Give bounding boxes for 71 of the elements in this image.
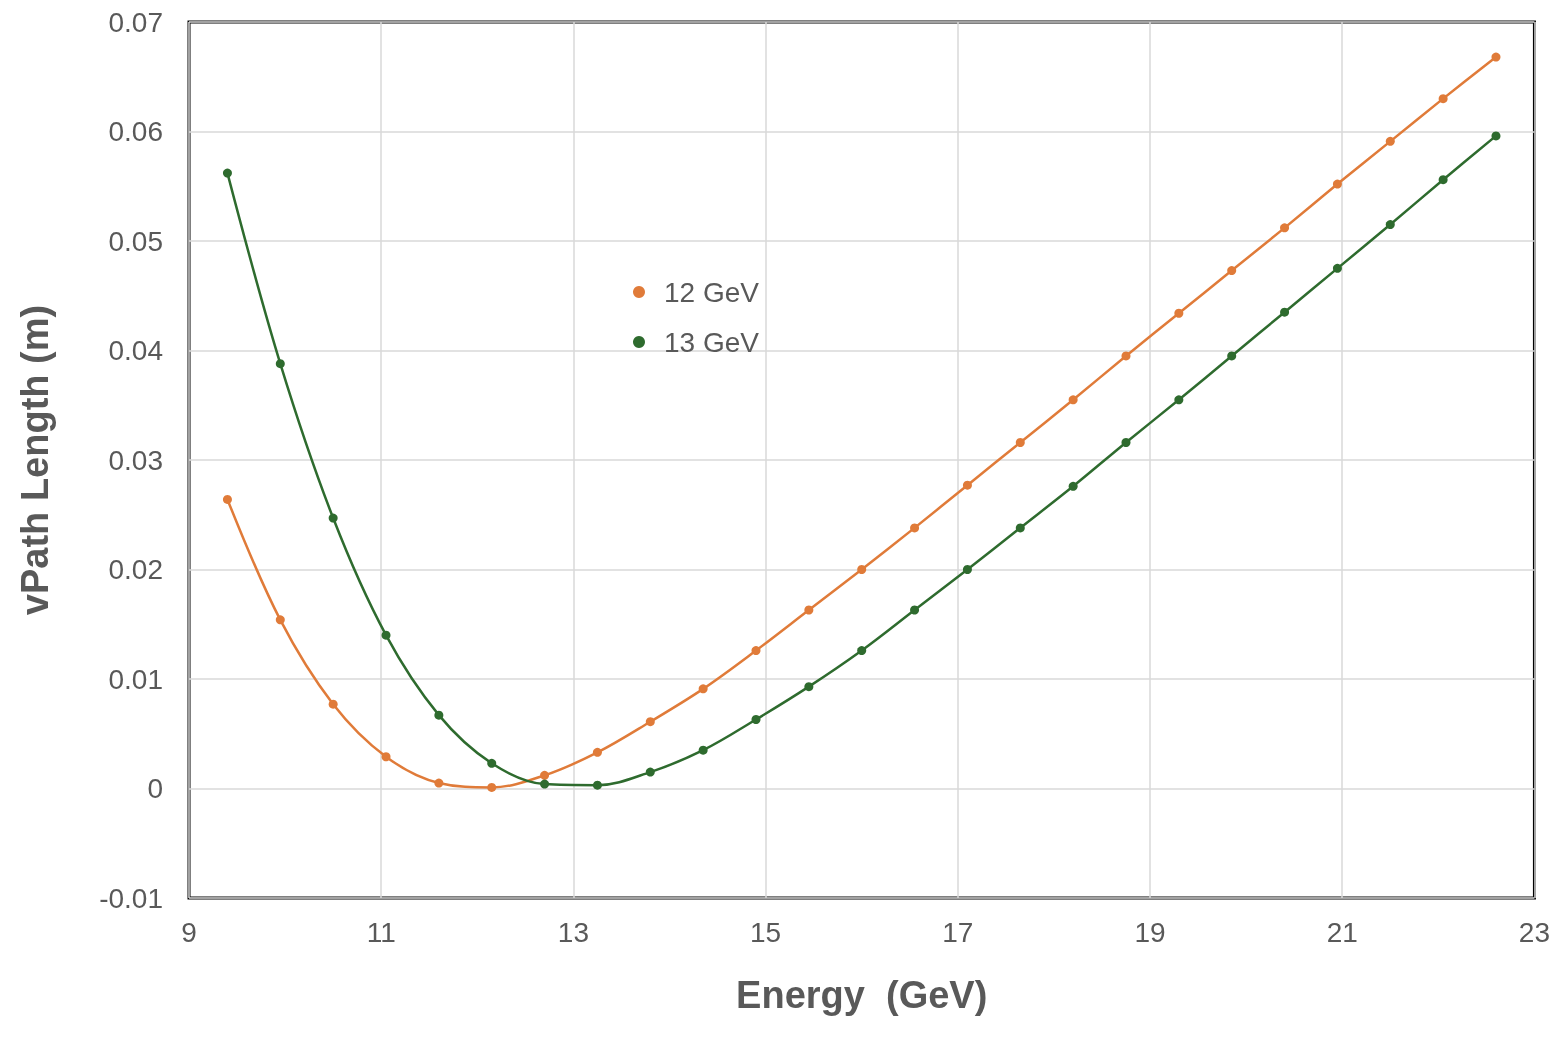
point	[1121, 351, 1131, 361]
point	[1385, 136, 1395, 146]
point	[328, 513, 338, 523]
y-tick-label: -0.01	[99, 882, 163, 914]
point	[540, 770, 550, 780]
point	[222, 168, 232, 178]
point	[540, 779, 550, 789]
point	[1438, 94, 1448, 104]
point	[434, 778, 444, 788]
point	[1491, 52, 1501, 62]
point	[962, 565, 972, 574]
point	[857, 565, 867, 574]
point	[804, 682, 814, 692]
point	[1174, 395, 1184, 405]
x-tick-label: 11	[366, 916, 396, 948]
point	[1280, 223, 1290, 233]
point	[1385, 220, 1395, 230]
legend-label: 13 GeV	[664, 326, 760, 358]
point	[751, 715, 761, 725]
point	[275, 359, 285, 369]
x-tick-label: 17	[942, 916, 974, 948]
point	[698, 745, 708, 755]
x-tick-label: 9	[181, 916, 197, 948]
point	[645, 767, 655, 777]
x-tick-label: 13	[557, 916, 589, 948]
x-tick-label: 19	[1134, 916, 1166, 948]
point	[592, 780, 602, 790]
point	[698, 684, 708, 694]
point	[592, 747, 602, 757]
point	[1068, 395, 1078, 405]
y-tick-label: 0.05	[108, 225, 163, 257]
point	[1227, 351, 1237, 361]
point	[381, 752, 391, 762]
point	[1332, 179, 1342, 189]
x-axis-title: Energy (GeV)	[736, 974, 988, 1016]
point	[962, 480, 972, 490]
point	[1491, 131, 1501, 141]
x-tick-label: 15	[750, 916, 782, 948]
x-tick-label: 23	[1518, 916, 1551, 948]
point	[1121, 437, 1131, 447]
point	[275, 615, 285, 625]
y-tick-label: 0.01	[108, 663, 163, 695]
point	[910, 523, 920, 533]
point	[1174, 308, 1184, 318]
legend-label: 12 GeV	[664, 276, 760, 308]
point	[910, 605, 920, 615]
point	[1227, 266, 1237, 276]
point	[487, 782, 497, 792]
y-tick-label: 0.02	[108, 554, 163, 585]
point	[1280, 307, 1290, 317]
point	[1015, 437, 1025, 447]
point	[1015, 523, 1025, 533]
point	[328, 699, 338, 709]
y-tick-label: 0.07	[108, 6, 163, 38]
point	[487, 758, 497, 768]
point	[381, 630, 391, 640]
point	[1332, 263, 1342, 273]
point	[1068, 481, 1078, 491]
point	[804, 605, 814, 615]
point	[857, 646, 867, 656]
y-axis-title: vPath Length (m)	[14, 304, 56, 616]
y-tick-label: 0.03	[108, 444, 163, 476]
point	[1438, 175, 1448, 185]
y-tick-label: 0	[147, 773, 163, 804]
point	[645, 717, 655, 727]
point	[222, 494, 232, 504]
y-tick-label: 0.06	[108, 116, 163, 147]
point	[434, 710, 444, 720]
y-tick-label: 0.04	[108, 335, 163, 366]
point	[751, 646, 761, 656]
x-tick-label: 21	[1326, 916, 1358, 948]
